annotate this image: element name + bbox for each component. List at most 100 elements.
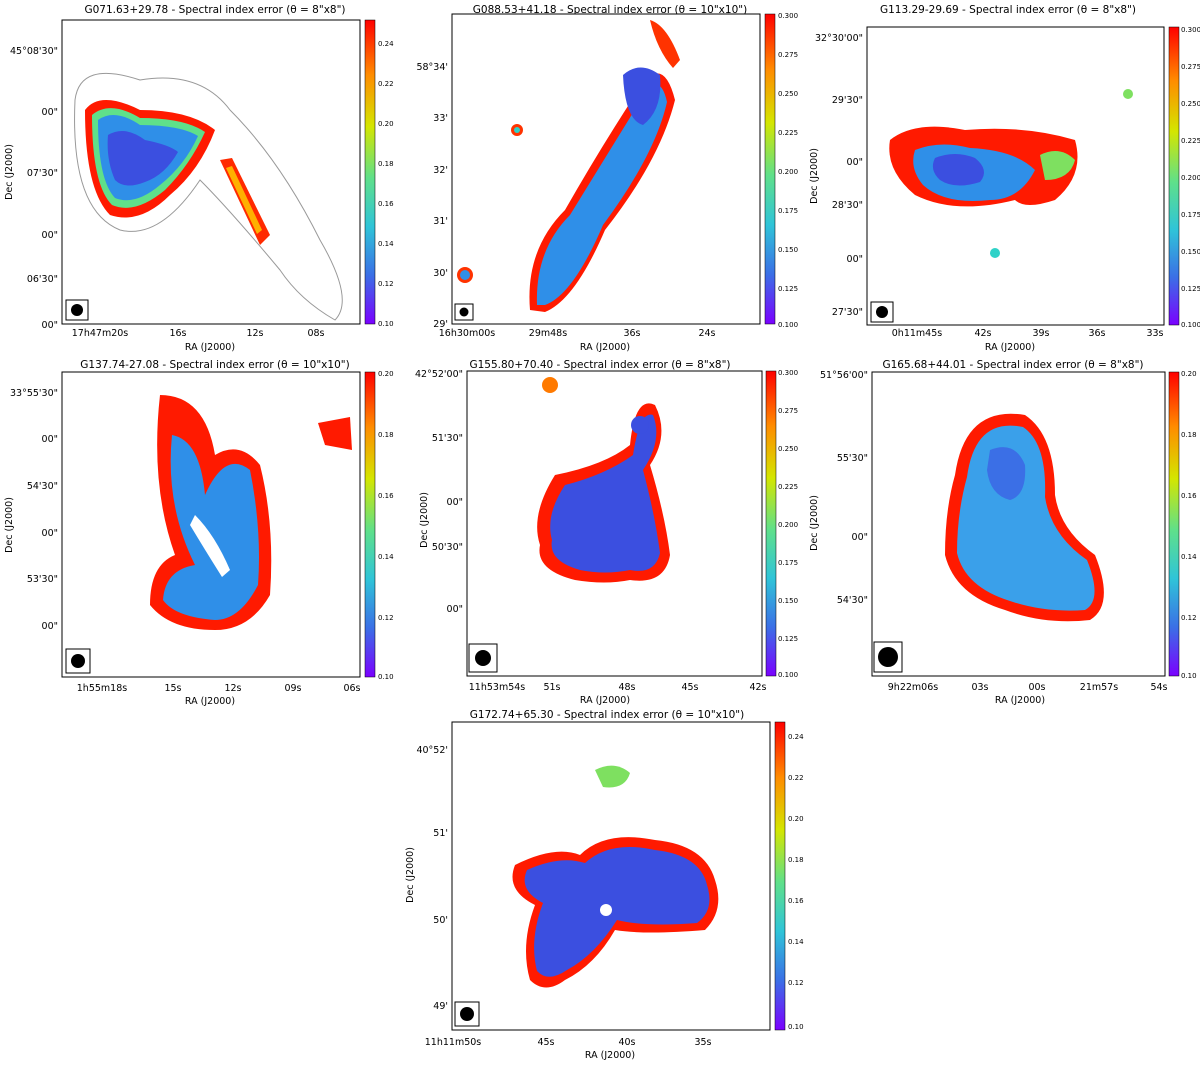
colorbar-tick-label: 0.10 bbox=[378, 673, 394, 681]
y-tick-label: 51°56'00" bbox=[820, 370, 868, 381]
colorbar-tick-label: 0.24 bbox=[788, 733, 804, 741]
colorbar bbox=[765, 370, 777, 677]
colorbar-tick-label: 0.12 bbox=[378, 614, 394, 622]
x-tick-label: 17h47m20s bbox=[72, 328, 129, 339]
colorbar bbox=[764, 13, 776, 325]
emission-peak bbox=[987, 447, 1026, 500]
x-tick-label: 35s bbox=[694, 1037, 711, 1048]
panel-g165: G165.68+44.01 - Spectral index error (θ … bbox=[805, 355, 1200, 706]
emission-knot-core bbox=[514, 127, 520, 133]
emission-hole bbox=[190, 515, 230, 577]
x-tick-label: 24s bbox=[698, 328, 715, 339]
y-tick-label: 32' bbox=[433, 165, 448, 176]
colorbar-ticks: 0.20 0.18 0.16 0.14 0.12 0.10 bbox=[1181, 370, 1197, 680]
beam-box bbox=[454, 303, 474, 321]
colorbar-ticks: 0.300 0.275 0.250 0.225 0.200 0.175 0.15… bbox=[1181, 26, 1200, 329]
x-tick-label: 0h11m45s bbox=[892, 328, 942, 339]
x-tick-label: 29m48s bbox=[529, 328, 567, 339]
colorbar-tick-label: 0.275 bbox=[778, 51, 798, 59]
y-axis-label: Dec (J2000) bbox=[4, 144, 15, 200]
y-tick-label: 50'30" bbox=[432, 542, 463, 553]
colorbar-tick-label: 0.275 bbox=[778, 407, 798, 415]
colorbar-tick-label: 0.150 bbox=[778, 597, 798, 605]
x-tick-label: 16h30m00s bbox=[439, 328, 496, 339]
panel-g172-svg: G172.74+65.30 - Spectral index error (θ … bbox=[405, 709, 804, 1061]
x-tick-label: 15s bbox=[164, 683, 181, 694]
y-ticks: 32°30'00" 29'30" 00" 28'30" 00" 27'30" bbox=[815, 33, 863, 318]
emission-knot bbox=[631, 416, 649, 434]
y-tick-label: 00" bbox=[852, 532, 868, 543]
x-ticks: 17h47m20s 16s 12s 08s bbox=[72, 328, 325, 339]
colorbar-tick-label: 0.14 bbox=[378, 553, 394, 561]
y-tick-label: 00" bbox=[447, 497, 463, 508]
x-tick-label: 36s bbox=[623, 328, 640, 339]
x-tick-label: 09s bbox=[284, 683, 301, 694]
y-ticks: 40°52' 51' 50' 49' bbox=[416, 745, 448, 1012]
colorbar-tick-label: 0.12 bbox=[1181, 614, 1197, 622]
y-tick-label: 06'30" bbox=[27, 274, 58, 285]
y-tick-label: 53'30" bbox=[27, 574, 58, 585]
x-tick-label: 45s bbox=[537, 1037, 554, 1048]
panel-g137: G137.74-27.08 - Spectral index error (θ … bbox=[0, 355, 400, 707]
colorbar-tick-label: 0.200 bbox=[778, 521, 798, 529]
colorbar-tick-label: 0.16 bbox=[788, 897, 804, 905]
x-ticks: 1h55m18s 15s 12s 09s 06s bbox=[77, 683, 361, 694]
y-tick-label: 00" bbox=[42, 621, 58, 632]
x-tick-label: 12s bbox=[224, 683, 241, 694]
panel-title: G155.80+70.40 - Spectral index error (θ … bbox=[469, 359, 730, 371]
colorbar-tick-label: 0.100 bbox=[1181, 321, 1200, 329]
colorbar-tick-label: 0.250 bbox=[778, 445, 798, 453]
x-ticks: 16h30m00s 29m48s 36s 24s bbox=[439, 328, 716, 339]
colorbar-tick-label: 0.14 bbox=[378, 240, 394, 248]
x-tick-label: 42s bbox=[749, 682, 766, 693]
colorbar-tick-label: 0.100 bbox=[778, 321, 798, 329]
panel-title: G071.63+29.78 - Spectral index error (θ … bbox=[84, 4, 345, 16]
colorbar bbox=[774, 721, 786, 1031]
panel-title: G165.68+44.01 - Spectral index error (θ … bbox=[882, 359, 1143, 371]
emission-knot-east-core bbox=[460, 270, 470, 280]
colorbar-tick-label: 0.14 bbox=[788, 938, 804, 946]
panel-g155-svg: G155.80+70.40 - Spectral index error (θ … bbox=[415, 359, 798, 706]
colorbar-tick-label: 0.175 bbox=[778, 559, 798, 567]
panel-g165-svg: G165.68+44.01 - Spectral index error (θ … bbox=[809, 359, 1197, 706]
x-ticks: 11h11m50s 45s 40s 35s bbox=[425, 1037, 712, 1048]
y-axis-label: Dec (J2000) bbox=[405, 847, 416, 903]
panel-g088: G088.53+41.18 - Spectral index error (θ … bbox=[405, 0, 805, 353]
x-tick-label: 45s bbox=[681, 682, 698, 693]
emission-jet-core bbox=[536, 84, 667, 306]
emission-north bbox=[595, 765, 630, 788]
y-tick-label: 00" bbox=[42, 528, 58, 539]
colorbar-tick-label: 0.200 bbox=[778, 168, 798, 176]
colorbar-tick-label: 0.175 bbox=[1181, 211, 1200, 219]
beam-ellipse bbox=[475, 650, 491, 666]
colorbar-tick-label: 0.22 bbox=[378, 80, 394, 88]
colorbar-tick-label: 0.150 bbox=[778, 246, 798, 254]
colorbar-tick-label: 0.250 bbox=[1181, 100, 1200, 108]
emission-knot-north bbox=[542, 377, 558, 393]
colorbar bbox=[1168, 371, 1180, 677]
colorbar-ticks: 0.24 0.22 0.20 0.18 0.16 0.14 0.12 0.10 bbox=[378, 40, 394, 328]
y-ticks: 45°08'30" 00" 07'30" 00" 06'30" 00" bbox=[10, 46, 58, 331]
x-axis-label: RA (J2000) bbox=[585, 1050, 635, 1061]
colorbar-tick-label: 0.16 bbox=[378, 200, 394, 208]
y-ticks: 58°34' 33' 32' 31' 30' 29' bbox=[416, 62, 448, 330]
y-tick-label: 51' bbox=[433, 828, 448, 839]
colorbar-tick-label: 0.225 bbox=[778, 483, 798, 491]
y-tick-label: 00" bbox=[42, 230, 58, 241]
x-tick-label: 42s bbox=[974, 328, 991, 339]
colorbar-tick-label: 0.300 bbox=[1181, 26, 1200, 34]
image-content bbox=[150, 395, 352, 630]
y-tick-label: 00" bbox=[42, 434, 58, 445]
colorbar-tick-label: 0.125 bbox=[1181, 285, 1200, 293]
y-axis-label: Dec (J2000) bbox=[419, 492, 430, 548]
beam-ellipse bbox=[876, 306, 888, 318]
x-tick-label: 11h53m54s bbox=[469, 682, 526, 693]
colorbar-tick-label: 0.225 bbox=[1181, 137, 1200, 145]
emission-north bbox=[650, 20, 680, 68]
x-ticks: 9h22m06s 03s 00s 21m57s 54s bbox=[888, 682, 1168, 693]
colorbar-tick-label: 0.18 bbox=[378, 431, 394, 439]
emission-jet-peak bbox=[623, 67, 661, 125]
panel-g113-svg: G113.29-29.69 - Spectral index error (θ … bbox=[809, 4, 1200, 353]
colorbar-tick-label: 0.275 bbox=[1181, 63, 1200, 71]
colorbar-ticks: 0.24 0.22 0.20 0.18 0.16 0.14 0.12 0.10 bbox=[788, 733, 804, 1031]
